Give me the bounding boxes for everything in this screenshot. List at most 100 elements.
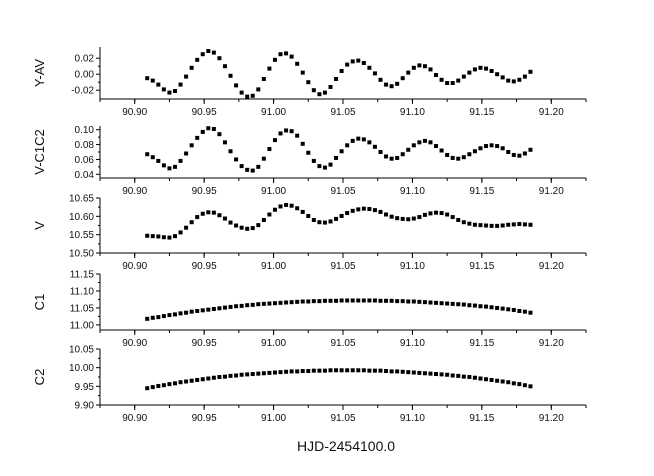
- data-point: [267, 147, 272, 152]
- data-point: [217, 375, 222, 379]
- data-point: [422, 64, 427, 69]
- data-point: [167, 313, 172, 318]
- data-point: [211, 210, 216, 215]
- data-point: [372, 71, 377, 76]
- data-point: [289, 369, 294, 374]
- data-point: [411, 299, 416, 304]
- data-point: [172, 312, 177, 317]
- data-point: [272, 301, 277, 306]
- data-point: [467, 152, 472, 157]
- data-point: [156, 315, 161, 320]
- data-point: [317, 164, 322, 169]
- data-point: [161, 383, 166, 388]
- data-point: [417, 63, 422, 68]
- data-point: [245, 94, 250, 99]
- data-point: [511, 381, 516, 386]
- data-point: [384, 369, 389, 374]
- data-point: [517, 77, 522, 82]
- data-point: [506, 78, 511, 83]
- data-point: [361, 368, 366, 373]
- data-point: [384, 82, 389, 87]
- data-point: [200, 129, 205, 134]
- data-point: [250, 372, 255, 377]
- x-tick-label: 90.90: [122, 107, 147, 118]
- data-point: [467, 70, 472, 75]
- x-tick-label: 91.20: [539, 413, 564, 424]
- data-point: [156, 383, 161, 388]
- data-point: [278, 131, 283, 136]
- data-point: [250, 302, 255, 307]
- data-point: [256, 371, 261, 376]
- data-point: [528, 384, 533, 389]
- data-point: [345, 368, 350, 373]
- data-point: [145, 76, 150, 81]
- data-point: [350, 298, 355, 303]
- data-point: [311, 88, 316, 93]
- data-point: [156, 234, 161, 239]
- data-point: [295, 206, 300, 211]
- x-tick-label: 91.05: [330, 261, 355, 272]
- x-tick-label: 91.00: [261, 413, 286, 424]
- x-tick-label: 91.00: [261, 338, 286, 349]
- data-point: [411, 143, 416, 148]
- data-point: [484, 66, 489, 71]
- data-point: [384, 298, 389, 303]
- data-point: [489, 305, 494, 310]
- data-point: [322, 368, 327, 373]
- x-tick-label: 91.10: [400, 413, 425, 424]
- data-point: [289, 300, 294, 305]
- data-point: [495, 378, 500, 383]
- data-point: [500, 223, 505, 228]
- data-point: [245, 167, 250, 172]
- data-point: [211, 126, 216, 131]
- data-point: [378, 209, 383, 214]
- data-point: [295, 369, 300, 374]
- data-point: [328, 162, 333, 167]
- data-point: [417, 140, 422, 145]
- data-point: [256, 164, 261, 169]
- panel-3: 10.65 10.60 10.55 10.50 90.90 90.95 91.00 91.05…: [32, 194, 587, 272]
- data-point: [272, 57, 277, 62]
- y-tick-label: 9.90: [75, 401, 95, 412]
- data-point: [278, 52, 283, 57]
- y-tick-label: 10.55: [69, 230, 94, 241]
- x-tick-label: 91.20: [539, 261, 564, 272]
- data-point: [445, 152, 450, 157]
- data-point: [184, 151, 189, 156]
- data-point: [145, 316, 150, 321]
- data-point: [328, 219, 333, 224]
- data-point: [228, 304, 233, 309]
- x-tick-label: 91.05: [330, 413, 355, 424]
- data-point: [150, 315, 155, 320]
- x-tick-label: 91.15: [469, 413, 494, 424]
- data-point: [334, 368, 339, 373]
- data-point: [522, 383, 527, 388]
- x-tick-label: 91.05: [330, 107, 355, 118]
- data-point: [161, 163, 166, 168]
- data-point: [495, 72, 500, 77]
- data-point: [345, 143, 350, 148]
- data-point: [356, 368, 361, 373]
- data-point: [206, 210, 211, 215]
- data-point: [356, 58, 361, 63]
- data-point: [222, 216, 227, 221]
- data-point: [272, 207, 277, 212]
- data-point: [384, 154, 389, 159]
- data-point: [472, 303, 477, 308]
- data-point: [172, 164, 177, 169]
- data-point: [361, 61, 366, 65]
- data-point: [339, 213, 344, 218]
- data-point: [189, 378, 194, 383]
- data-point: [206, 49, 211, 53]
- data-point: [484, 223, 489, 228]
- data-point: [206, 307, 211, 312]
- data-point: [439, 77, 444, 82]
- data-point: [228, 220, 233, 225]
- data-point: [295, 61, 300, 66]
- data-point: [150, 155, 155, 160]
- x-tick-label: 91.10: [400, 107, 425, 118]
- data-point: [500, 75, 505, 80]
- data-point: [234, 83, 239, 88]
- data-point: [400, 299, 405, 304]
